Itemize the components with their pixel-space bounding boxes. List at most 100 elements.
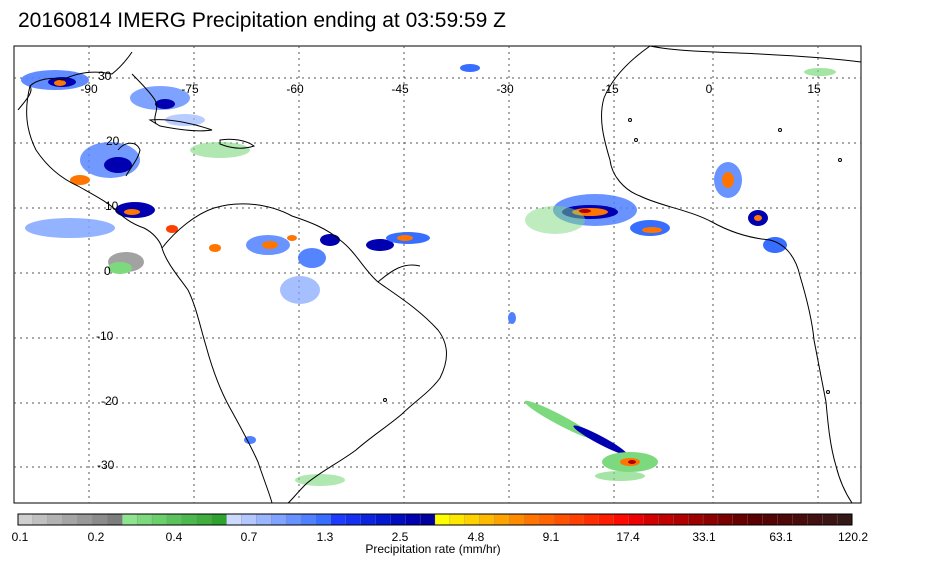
colorbar-swatch [17, 513, 34, 526]
colorbar-swatch [107, 513, 123, 526]
precip-cell [166, 225, 178, 233]
colorbar-swatch [777, 513, 793, 526]
precip-cell [366, 239, 394, 251]
precip-cell [460, 64, 480, 72]
colorbar-tick-label: 63.1 [769, 530, 793, 544]
precip-cell [397, 235, 413, 241]
coastline-africa [601, 45, 853, 504]
precip-cell [108, 262, 132, 274]
precip-cell [763, 237, 787, 253]
colorbar-swatch [271, 513, 287, 526]
colorbar-swatch [673, 513, 689, 526]
colorbar-swatch [628, 513, 645, 526]
colorbar-swatch [226, 513, 242, 526]
colorbar-swatch [807, 513, 823, 526]
graticule [14, 46, 861, 503]
precip-cell [320, 234, 340, 246]
longitude-labels: -90 -75 -60 -45 -30 -15 0 15 [80, 82, 821, 96]
colorbar-swatch [92, 513, 108, 526]
longitude-label: 15 [807, 82, 821, 96]
precip-cell [54, 80, 66, 86]
coastline-mexico [26, 85, 163, 249]
coastline-cuba [148, 119, 213, 132]
colorbar-swatch [717, 513, 734, 526]
precip-cell [804, 68, 836, 76]
precip-cell [642, 227, 662, 233]
colorbar-swatch [315, 513, 332, 526]
precip-cell [262, 241, 278, 249]
island [383, 398, 387, 402]
colorbar-swatch [524, 513, 540, 526]
colorbar-tick-label: 0.4 [166, 530, 183, 544]
latitude-label: 0 [104, 264, 111, 278]
precip-cell [190, 142, 250, 158]
precip-cell [722, 172, 734, 188]
colorbar-swatch [47, 513, 64, 526]
latitude-labels: 30 20 10 0 -10 -20 -30 [96, 69, 120, 472]
precip-cell [525, 206, 585, 234]
colorbar-swatch [241, 513, 257, 526]
coastlines [17, 45, 862, 504]
colorbar-swatch [479, 513, 496, 526]
coastline-north-africa [649, 45, 862, 63]
colorbar-frame [17, 513, 853, 526]
colorbar-swatch [256, 513, 272, 526]
colorbar-swatch [822, 513, 838, 526]
colorbar-swatch [151, 513, 168, 526]
colorbar-tick-labels: 0.1 0.2 0.4 0.7 1.3 2.5 4.8 9.1 17.4 33.1 63.1 120.… [12, 530, 869, 544]
latitude-label: 30 [98, 69, 112, 83]
longitude-label: -90 [80, 82, 98, 96]
colorbar-swatch [285, 513, 302, 526]
precip-cell [155, 99, 175, 109]
longitude-label: 0 [706, 82, 713, 96]
precip-cell [287, 235, 297, 241]
colorbar-swatch [643, 513, 659, 526]
latitude-label: -10 [96, 329, 114, 343]
colorbar-swatch [702, 513, 719, 526]
colorbar-swatch [62, 513, 79, 526]
longitude-label: -30 [496, 82, 514, 96]
island [778, 128, 782, 132]
colorbar-swatch [77, 513, 94, 526]
colorbar-swatch [464, 513, 481, 526]
precip-cell [579, 209, 591, 213]
colorbar-swatch [494, 513, 511, 526]
longitude-label: -60 [286, 82, 304, 96]
colorbar-swatch [166, 513, 183, 526]
colorbar-swatch [449, 513, 466, 526]
coastline-brazil-northeast [377, 264, 421, 283]
colorbar-tick-label: 0.2 [88, 530, 105, 544]
precipitation-layer [21, 64, 836, 486]
colorbar-swatch [732, 513, 749, 526]
colorbar-swatch [747, 513, 764, 526]
precip-cell [280, 276, 320, 304]
colorbar-swatch [553, 513, 570, 526]
colorbar-tick-label: 17.4 [616, 530, 640, 544]
colorbar-swatch [300, 513, 317, 526]
precip-cell [165, 114, 205, 126]
colorbar-swatch [568, 513, 585, 526]
island [826, 390, 830, 394]
precip-cell [298, 248, 326, 268]
precip-cell [573, 425, 627, 455]
colorbar-swatch [405, 513, 421, 526]
colorbar-swatch [211, 513, 228, 526]
colorbar-swatch [196, 513, 213, 526]
longitude-label: -75 [181, 82, 199, 96]
colorbar-swatch [390, 513, 406, 526]
colorbar-tick-label: 0.7 [241, 530, 258, 544]
colorbar-swatch [32, 513, 49, 526]
colorbar-swatch [539, 513, 555, 526]
colorbar-swatch [181, 513, 198, 526]
colorbar-label: Precipitation rate (mm/hr) [365, 542, 500, 556]
colorbar-tick-label: 33.1 [692, 530, 716, 544]
colorbar-swatch [658, 513, 674, 526]
precip-cell [628, 460, 636, 464]
colorbar-swatch [762, 513, 779, 526]
precip-cell [124, 209, 140, 215]
colorbar-swatch [509, 513, 525, 526]
island [628, 118, 632, 122]
colorbar-tick-label: 1.3 [317, 530, 334, 544]
